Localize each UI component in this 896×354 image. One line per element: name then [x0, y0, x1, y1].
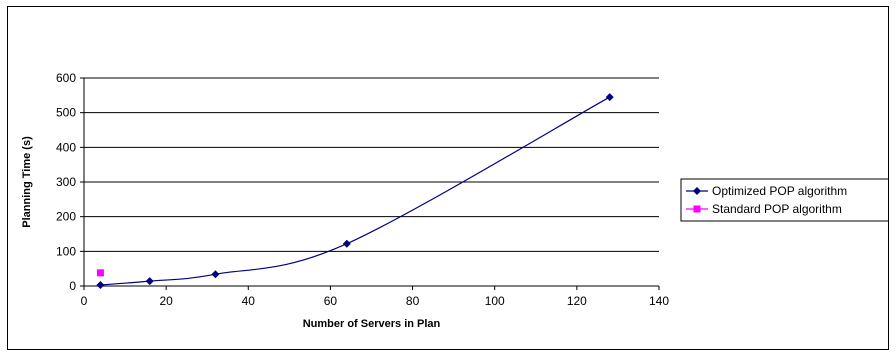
- y-tick-label: 500: [56, 106, 76, 120]
- series-standard-pop: [96, 269, 104, 277]
- chart-frame: 0 100 200 300 400 500 600 0 20 40 60 80 100 120 140 Nu…: [7, 6, 891, 350]
- legend-label: Optimized POP algorithm: [712, 184, 847, 198]
- y-tick-label: 300: [56, 175, 76, 189]
- data-series: [96, 93, 614, 289]
- y-tick-label: 0: [69, 279, 76, 293]
- x-tick-label: 80: [406, 294, 420, 308]
- legend-marker: [693, 187, 701, 195]
- x-tick-label: 20: [159, 294, 173, 308]
- x-tick-label: 100: [485, 294, 505, 308]
- legend-label: Standard POP algorithm: [712, 202, 842, 216]
- x-tick-label: 0: [81, 294, 88, 308]
- grid-lines: [84, 77, 659, 252]
- data-point: [342, 239, 351, 248]
- series-optimized-pop: [96, 93, 614, 289]
- legend: Optimized POP algorithm Standard POP algo…: [680, 178, 891, 222]
- chart-svg: 0 100 200 300 400 500 600 0 20 40 60 80 100 120 140 Nu…: [21, 71, 891, 330]
- legend-marker: [693, 205, 701, 213]
- data-point: [605, 93, 614, 102]
- x-tick-label: 140: [649, 294, 669, 308]
- y-tick-label: 200: [56, 210, 76, 224]
- x-axis-title: Number of Servers in Plan: [303, 318, 441, 330]
- legend-entry: Optimized POP algorithm: [686, 184, 847, 198]
- x-tick-label: 60: [324, 294, 338, 308]
- y-tick-label: 600: [56, 71, 76, 85]
- y-axis-title: Planning Time (s): [21, 136, 33, 228]
- y-tick-label: 100: [56, 244, 76, 258]
- y-tick-label: 400: [56, 140, 76, 154]
- legend-entry: Standard POP algorithm: [686, 202, 842, 216]
- series-line: [100, 96, 611, 286]
- x-tick-label: 120: [567, 294, 587, 308]
- axes: 0 100 200 300 400 500 600 0 20 40 60 80 100 120 140: [56, 71, 669, 308]
- legend-box: [680, 178, 891, 222]
- data-point: [96, 269, 104, 277]
- x-tick-label: 40: [242, 294, 256, 308]
- data-point: [211, 270, 220, 279]
- data-point: [145, 277, 154, 286]
- data-point: [96, 280, 105, 289]
